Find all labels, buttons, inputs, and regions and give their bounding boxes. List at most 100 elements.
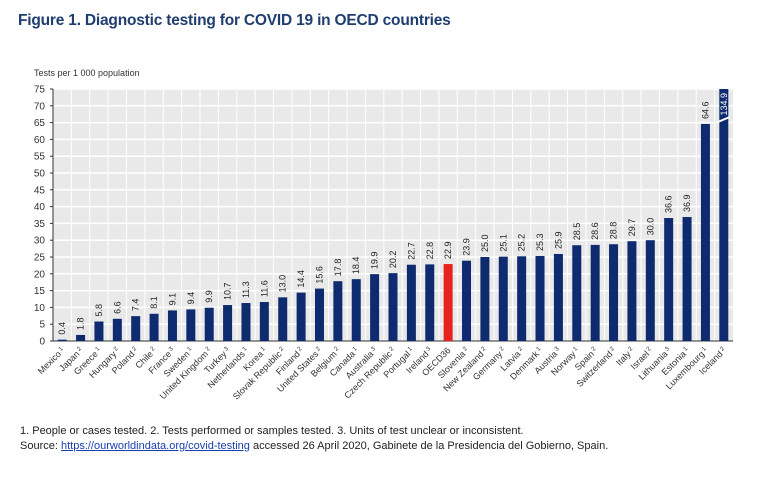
data-label: 28.5 bbox=[572, 223, 582, 241]
data-label: 9.4 bbox=[186, 292, 196, 305]
source-line: Source: https://ourworldindata.org/covid… bbox=[20, 440, 608, 452]
data-label: 10.7 bbox=[223, 283, 233, 301]
data-label: 17.8 bbox=[333, 259, 343, 277]
footnote-mark: 3 bbox=[222, 346, 230, 354]
footnote-mark: 2 bbox=[461, 346, 469, 354]
bar-new-zealand bbox=[480, 257, 490, 341]
footnote-mark: 2 bbox=[498, 346, 506, 354]
footnote-mark: 2 bbox=[75, 346, 83, 354]
bar-portugal bbox=[406, 264, 416, 341]
data-label: 8.1 bbox=[149, 296, 159, 309]
bar-switzerland bbox=[609, 244, 619, 341]
footnote-mark: 2 bbox=[204, 346, 212, 354]
y-tick-label: 60 bbox=[34, 135, 46, 146]
bar-chile bbox=[149, 313, 159, 341]
data-label: 64.6 bbox=[700, 101, 710, 119]
bar-latvia bbox=[517, 256, 527, 341]
data-label: 22.8 bbox=[425, 242, 435, 260]
y-tick-label: 15 bbox=[34, 286, 46, 297]
data-label: 6.6 bbox=[112, 301, 122, 314]
data-label: 13.0 bbox=[278, 275, 288, 293]
source-prefix: Source: bbox=[20, 440, 61, 452]
data-label: 25.1 bbox=[498, 234, 508, 252]
data-label: 29.7 bbox=[627, 219, 637, 237]
source-link[interactable]: https://ourworldindata.org/covid-testing bbox=[60, 440, 250, 452]
bar-slovenia bbox=[462, 260, 472, 341]
data-label: 9.9 bbox=[204, 290, 214, 303]
data-label: 25.9 bbox=[553, 231, 563, 249]
footnote-mark: 3 bbox=[369, 346, 377, 354]
y-tick-label: 30 bbox=[34, 236, 46, 247]
footnote-mark: 1 bbox=[259, 346, 267, 354]
data-label: 28.8 bbox=[609, 222, 619, 240]
bar-france bbox=[167, 310, 177, 341]
data-label: 23.9 bbox=[462, 238, 472, 256]
data-label: 22.9 bbox=[443, 242, 453, 260]
footnote-mark: 1 bbox=[571, 346, 579, 354]
data-label: 7.4 bbox=[131, 299, 141, 312]
bar-lithuania bbox=[664, 218, 674, 341]
footnote-mark: 2 bbox=[718, 346, 726, 354]
bar-norway bbox=[572, 245, 582, 341]
bar-finland bbox=[296, 292, 306, 341]
bar-austria bbox=[553, 253, 563, 341]
y-tick-label: 50 bbox=[34, 169, 46, 180]
bar-sweden bbox=[186, 309, 196, 341]
data-label: 25.2 bbox=[517, 234, 527, 252]
bar-luxembourg bbox=[700, 123, 710, 341]
bar-hungary bbox=[112, 318, 122, 341]
bar-poland bbox=[131, 316, 141, 341]
bar-germany bbox=[498, 256, 508, 341]
footnote-mark: 2 bbox=[516, 346, 524, 354]
footnote-mark: 2 bbox=[645, 346, 653, 354]
data-label: 18.4 bbox=[351, 257, 361, 275]
footnote-mark: 1 bbox=[185, 346, 193, 354]
data-label: 22.7 bbox=[406, 242, 416, 260]
bar-denmark bbox=[535, 255, 545, 341]
data-label: 30.0 bbox=[645, 218, 655, 236]
y-tick-label: 25 bbox=[34, 253, 46, 264]
bar-canada bbox=[351, 279, 361, 341]
y-tick-label: 10 bbox=[34, 303, 46, 314]
y-tick-label: 75 bbox=[34, 85, 46, 96]
footnote-mark: 1 bbox=[682, 346, 690, 354]
data-label: 19.9 bbox=[370, 252, 380, 270]
footnote-mark: 1 bbox=[93, 346, 101, 354]
data-label: 36.9 bbox=[682, 194, 692, 212]
footnote-mark: 1 bbox=[240, 346, 248, 354]
bar-iceland bbox=[719, 89, 729, 341]
data-label: 25.3 bbox=[535, 233, 545, 251]
bar-greece bbox=[94, 321, 104, 341]
y-tick-label: 20 bbox=[34, 269, 46, 280]
y-tick-label: 70 bbox=[34, 101, 46, 112]
data-label: 11.3 bbox=[241, 281, 251, 298]
bar-oecd36 bbox=[443, 264, 453, 341]
footnote-mark: 2 bbox=[388, 346, 396, 354]
footnote-mark: 1 bbox=[57, 346, 65, 354]
figure-title: Figure 1. Diagnostic testing for COVID 1… bbox=[18, 12, 451, 29]
data-label: 9.1 bbox=[167, 293, 177, 306]
footnote-mark: 2 bbox=[112, 346, 120, 354]
source-suffix: accessed 26 April 2020, Gabinete de la P… bbox=[249, 440, 609, 452]
footnote-mark: 2 bbox=[590, 346, 598, 354]
footnote-mark: 1 bbox=[700, 346, 708, 354]
footnote-mark: 2 bbox=[332, 346, 340, 354]
bar-mexico bbox=[57, 339, 67, 341]
data-label: 5.8 bbox=[94, 304, 104, 317]
y-tick-label: 5 bbox=[39, 320, 45, 331]
footnote-mark: 2 bbox=[626, 346, 634, 354]
footnote-mark: 1 bbox=[406, 346, 414, 354]
footnote-mark: 1 bbox=[351, 346, 359, 354]
bar-united-states bbox=[314, 288, 324, 341]
footnote-mark: 2 bbox=[130, 346, 138, 354]
bar-slovak-republic bbox=[278, 297, 288, 341]
bar-czech-republic bbox=[388, 273, 398, 341]
footnote-mark: 3 bbox=[553, 346, 561, 354]
axis-break-mark bbox=[717, 116, 731, 123]
footnote-mark: 2 bbox=[149, 346, 157, 354]
bar-netherlands bbox=[241, 303, 251, 341]
bar-japan bbox=[76, 334, 86, 341]
footnote-mark: 3 bbox=[424, 346, 432, 354]
footnotes: 1. People or cases tested. 2. Tests perf… bbox=[20, 425, 524, 437]
